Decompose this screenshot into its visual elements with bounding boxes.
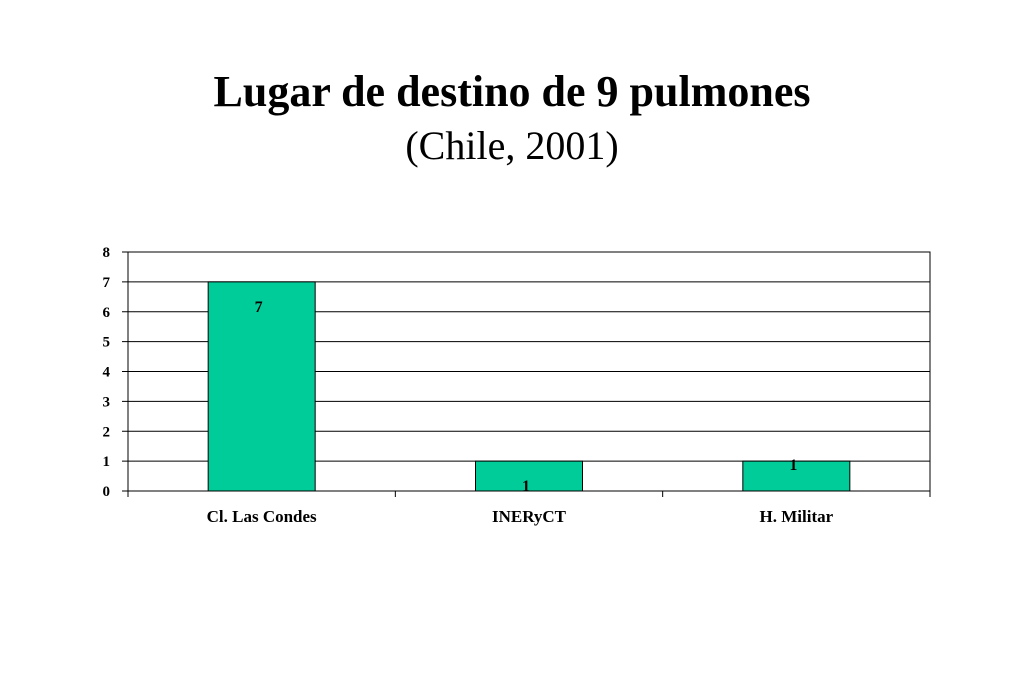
y-tick-label: 0 (103, 484, 111, 500)
data-label: 7 (255, 299, 263, 316)
y-tick-label: 6 (103, 305, 111, 321)
data-label: 1 (522, 478, 530, 495)
x-tick-label: Cl. Las Condes (207, 507, 317, 526)
y-tick-label: 4 (103, 365, 111, 381)
chart-title: Lugar de destino de 9 pulmones (213, 67, 811, 116)
y-tick-label: 3 (103, 394, 111, 410)
x-tick-label: INERyCT (492, 507, 567, 526)
bar (207, 281, 316, 492)
chart-subtitle: (Chile, 2001) (405, 123, 619, 168)
x-tick-label: H. Militar (760, 507, 834, 526)
tick-labels: 0 1 2 3 4 5 6 7 8 7 Cl. Las Condes 1 INERyCT 1 H. Mili… (103, 245, 834, 526)
axes (122, 251, 931, 497)
y-tick-label: 2 (103, 424, 111, 440)
y-tick-label: 5 (103, 335, 111, 351)
bars (207, 281, 851, 492)
y-tick-label: 8 (103, 245, 111, 261)
y-tick-label: 7 (103, 275, 111, 291)
data-label: 1 (789, 457, 797, 474)
bar (742, 460, 851, 492)
chart-title-block: Lugar de destino de 9 pulmones (Chile, 2… (0, 64, 1024, 172)
bar (475, 460, 583, 492)
y-tick-label: 1 (103, 454, 111, 470)
